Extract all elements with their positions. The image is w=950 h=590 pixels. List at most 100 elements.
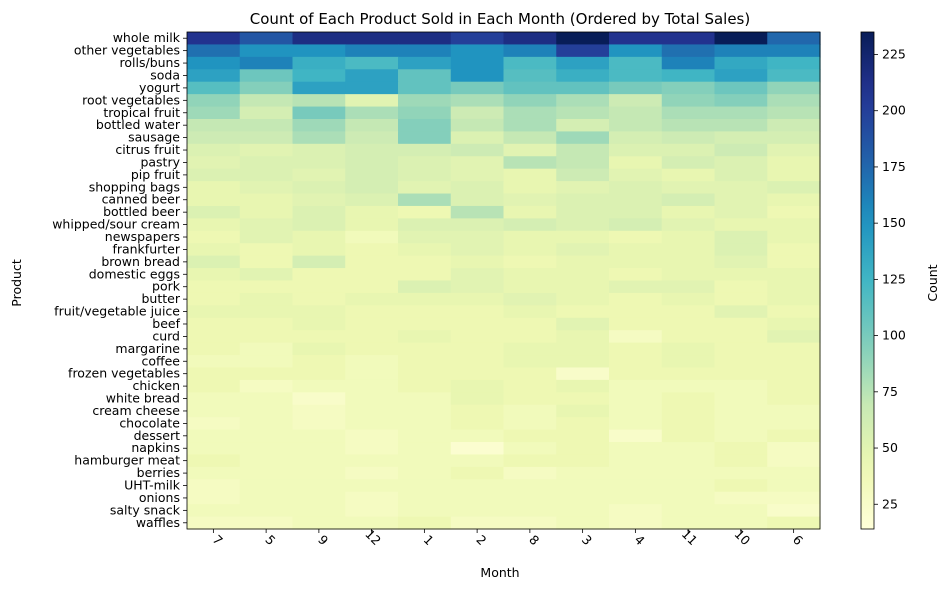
heatmap-cell — [556, 56, 610, 70]
heatmap-cell — [503, 504, 557, 518]
heatmap-cell — [767, 317, 821, 331]
y-tick-label: pork — [152, 279, 181, 294]
heatmap-cell — [239, 218, 294, 232]
heatmap-cell — [714, 429, 768, 443]
heatmap-cell — [187, 292, 241, 306]
heatmap-cell — [292, 292, 346, 306]
heatmap-cell — [345, 392, 399, 406]
heatmap-cell — [556, 32, 610, 46]
heatmap-cell — [609, 44, 663, 58]
heatmap-cell — [503, 193, 557, 207]
y-tick-label: chicken — [132, 378, 180, 393]
heatmap-cell — [556, 367, 610, 381]
heatmap-cell — [450, 94, 505, 108]
heatmap-cell — [503, 305, 557, 319]
heatmap-cell — [714, 143, 768, 157]
heatmap-cell — [556, 491, 610, 505]
y-tick-label: shopping bags — [89, 179, 180, 194]
y-tick-label: butter — [142, 291, 181, 306]
heatmap-cell — [345, 379, 399, 393]
heatmap-cell — [292, 205, 346, 219]
heatmap-cell — [609, 479, 663, 493]
heatmap-cell — [556, 330, 610, 344]
heatmap-cell — [503, 466, 557, 480]
heatmap-cell — [239, 504, 294, 518]
heatmap-cell — [609, 69, 663, 83]
heatmap-cell — [450, 168, 505, 182]
y-tick-label: UHT-milk — [124, 478, 181, 493]
y-tick-label: frankfurter — [112, 241, 180, 256]
heatmap-cell — [345, 342, 399, 356]
heatmap-cell — [714, 94, 768, 108]
heatmap-cell — [292, 429, 346, 443]
heatmap-cell — [714, 292, 768, 306]
heatmap-cell — [398, 131, 452, 145]
heatmap-cell — [345, 417, 399, 431]
y-axis-label: Product — [9, 259, 24, 307]
heatmap-cell — [556, 81, 610, 95]
heatmap-cell — [450, 442, 505, 456]
heatmap-cell — [767, 292, 821, 306]
heatmap-cell — [714, 504, 768, 518]
heatmap-cell — [609, 367, 663, 381]
heatmap-cell — [503, 491, 557, 505]
heatmap-cell — [292, 479, 346, 493]
heatmap-cell — [398, 280, 452, 294]
heatmap-cell — [450, 255, 505, 269]
heatmap-cell — [292, 342, 346, 356]
heatmap-cell — [556, 156, 610, 170]
heatmap-cell — [503, 479, 557, 493]
colorbar-tick-label: 200 — [882, 103, 906, 118]
heatmap-cell — [609, 81, 663, 95]
heatmap-cell — [292, 131, 346, 145]
heatmap-cell — [398, 143, 452, 157]
heatmap-cell — [450, 218, 505, 232]
heatmap-cell — [714, 156, 768, 170]
heatmap-cell — [345, 292, 399, 306]
heatmap-cell — [767, 32, 821, 46]
heatmap-cell — [767, 305, 821, 319]
heatmap-cell — [239, 181, 294, 195]
heatmap-cell — [503, 32, 557, 46]
heatmap-cell — [239, 156, 294, 170]
heatmap-cell — [714, 479, 768, 493]
heatmap-cell — [450, 342, 505, 356]
heatmap-cell — [609, 94, 663, 108]
heatmap-cell — [503, 44, 557, 58]
heatmap-cell — [503, 417, 557, 431]
heatmap-cell — [345, 32, 399, 46]
y-tick-label: other vegetables — [74, 43, 180, 58]
heatmap-cell — [714, 516, 768, 530]
y-tick-label: frozen vegetables — [68, 366, 180, 381]
heatmap-cell — [398, 479, 452, 493]
heatmap-cell — [450, 243, 505, 257]
heatmap-cell — [661, 94, 716, 108]
heatmap-cell — [714, 404, 768, 418]
heatmap-cell — [714, 81, 768, 95]
heatmap-cell — [187, 94, 241, 108]
heatmap-cell — [187, 280, 241, 294]
heatmap-cell — [661, 268, 716, 282]
heatmap-cell — [450, 417, 505, 431]
heatmap-cell — [661, 69, 716, 83]
heatmap-cell — [714, 367, 768, 381]
x-axis-label: Month — [480, 565, 519, 580]
heatmap-cell — [609, 330, 663, 344]
heatmap-cell — [609, 268, 663, 282]
heatmap-cell — [345, 491, 399, 505]
heatmap-cell — [239, 516, 294, 530]
heatmap-cell — [556, 193, 610, 207]
heatmap-cell — [398, 491, 452, 505]
x-tick-label: 1 — [421, 532, 437, 548]
heatmap-cell — [187, 181, 241, 195]
x-tick-label: 3 — [579, 532, 595, 548]
heatmap-cell — [292, 181, 346, 195]
heatmap-cell — [187, 342, 241, 356]
heatmap-cell — [292, 56, 346, 70]
heatmap-cell — [345, 305, 399, 319]
heatmap-cell — [239, 454, 294, 468]
heatmap-cell — [661, 516, 716, 530]
heatmap-cell — [239, 81, 294, 95]
heatmap-cell — [345, 404, 399, 418]
